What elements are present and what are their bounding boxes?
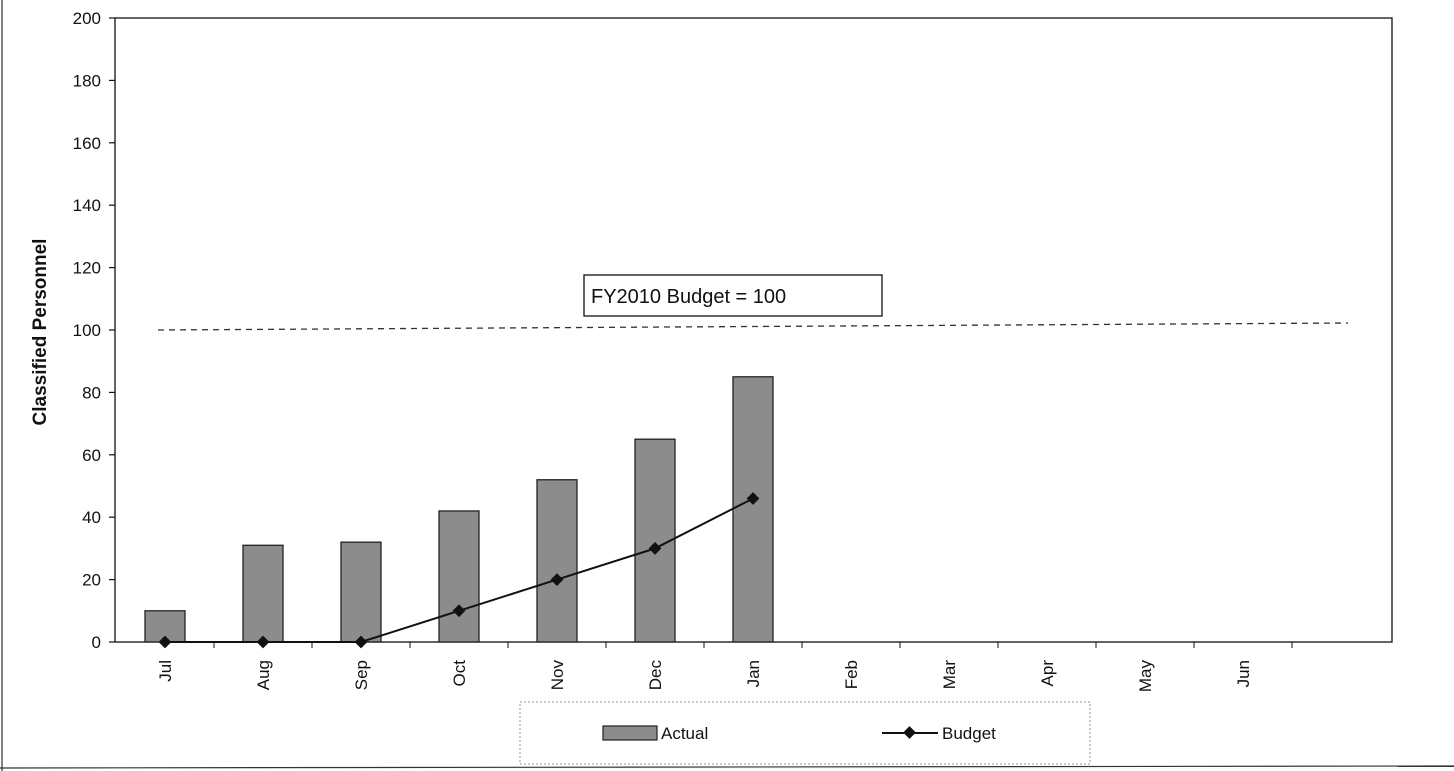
x-tick-label: Dec	[646, 660, 665, 691]
legend-label-actual: Actual	[661, 724, 708, 743]
x-tick-label: Mar	[940, 660, 959, 690]
reference-annotation-box	[583, 274, 883, 317]
y-tick-label: 120	[73, 259, 101, 278]
y-tick-label: 80	[82, 383, 101, 402]
bar-actual-sep	[340, 541, 382, 643]
x-tick-label: Apr	[1038, 660, 1057, 687]
y-tick-label: 100	[73, 321, 101, 340]
actual-bars	[144, 376, 774, 643]
y-tick-label: 200	[73, 9, 101, 28]
x-tick-label: Oct	[450, 660, 469, 687]
y-axis-ticks: 0 20 40 60 80 100 120 140 160 180 200	[73, 9, 115, 652]
y-tick-label: 160	[73, 134, 101, 153]
y-tick-label: 40	[82, 508, 101, 527]
y-tick-label: 180	[73, 71, 101, 90]
x-tick-label: Jan	[744, 660, 763, 687]
y-axis-title: Classified Personnel	[30, 239, 51, 426]
x-tick-label: Feb	[842, 660, 861, 689]
bar-actual-oct	[438, 510, 480, 643]
x-axis-ticks: Jul Aug Sep Oct Nov Dec Jan Feb Mar Apr May Jun	[156, 642, 1293, 693]
bar-actual-aug	[242, 544, 284, 643]
reference-line	[157, 322, 1349, 331]
x-tick-label: Jun	[1234, 660, 1253, 687]
x-tick-label: Nov	[548, 660, 567, 691]
x-tick-label: Sep	[352, 660, 371, 690]
legend-swatch-actual	[602, 725, 658, 741]
page-border-bottom	[0, 765, 1454, 769]
y-tick-label: 140	[73, 196, 101, 215]
reference-line-group	[157, 322, 1349, 331]
y-tick-label: 60	[82, 446, 101, 465]
y-tick-label: 20	[82, 571, 101, 590]
legend: Actual Budget	[519, 701, 1091, 765]
y-tick-label: 0	[92, 633, 101, 652]
legend-label-budget: Budget	[942, 724, 996, 743]
x-tick-label: Aug	[254, 660, 273, 690]
x-tick-label: Jul	[156, 660, 175, 682]
bar-actual-nov	[536, 479, 578, 643]
x-tick-label: May	[1136, 660, 1155, 693]
bar-actual-jan	[732, 376, 774, 643]
reference-annotation-text: FY2010 Budget = 100	[591, 286, 786, 308]
reference-annotation: FY2010 Budget = 100	[583, 274, 883, 317]
